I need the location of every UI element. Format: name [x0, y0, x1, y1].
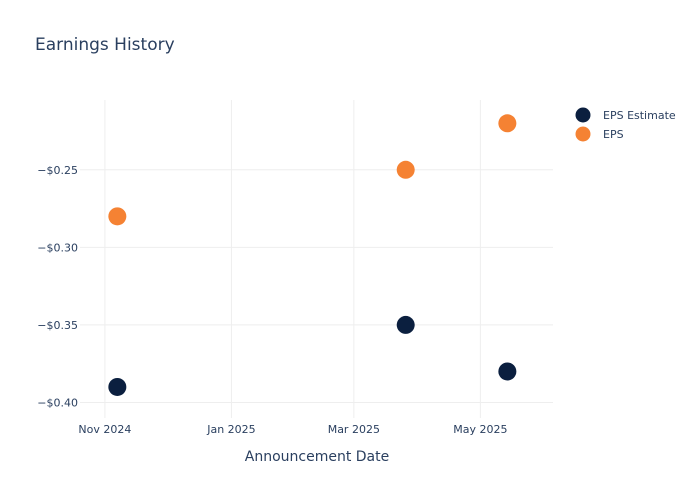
legend-item[interactable]: EPS Estimate	[575, 107, 676, 123]
y-tick-label: −$0.35	[37, 319, 78, 332]
legend[interactable]: EPS Estimate EPS	[575, 107, 676, 142]
point-eps-estimate[interactable]	[396, 315, 415, 334]
chart-title: Earnings History	[35, 35, 175, 55]
point-eps[interactable]	[396, 160, 415, 179]
point-eps[interactable]	[498, 114, 517, 133]
point-eps-estimate[interactable]	[108, 377, 127, 396]
x-axis-title: Announcement Date	[245, 449, 389, 465]
data-points	[108, 114, 517, 396]
point-eps[interactable]	[108, 207, 127, 226]
legend-label: EPS Estimate	[603, 109, 676, 122]
legend-marker	[575, 107, 591, 123]
y-tick-label: −$0.25	[37, 164, 78, 177]
x-tick-label: Jan 2025	[206, 423, 255, 436]
legend-marker	[575, 126, 591, 142]
legend-label: EPS	[603, 128, 624, 141]
grid-layer	[80, 100, 553, 418]
y-tick-label: −$0.40	[37, 396, 78, 409]
x-axis-ticks: Nov 2024 Jan 2025 Mar 2025 May 2025	[78, 423, 507, 436]
point-eps-estimate[interactable]	[498, 362, 517, 381]
x-tick-label: Nov 2024	[78, 423, 131, 436]
legend-item[interactable]: EPS	[575, 126, 624, 142]
y-tick-label: −$0.30	[37, 241, 78, 254]
y-axis-ticks: −$0.25 −$0.30 −$0.35 −$0.40	[37, 164, 78, 410]
x-tick-label: May 2025	[453, 423, 507, 436]
x-tick-label: Mar 2025	[328, 423, 380, 436]
